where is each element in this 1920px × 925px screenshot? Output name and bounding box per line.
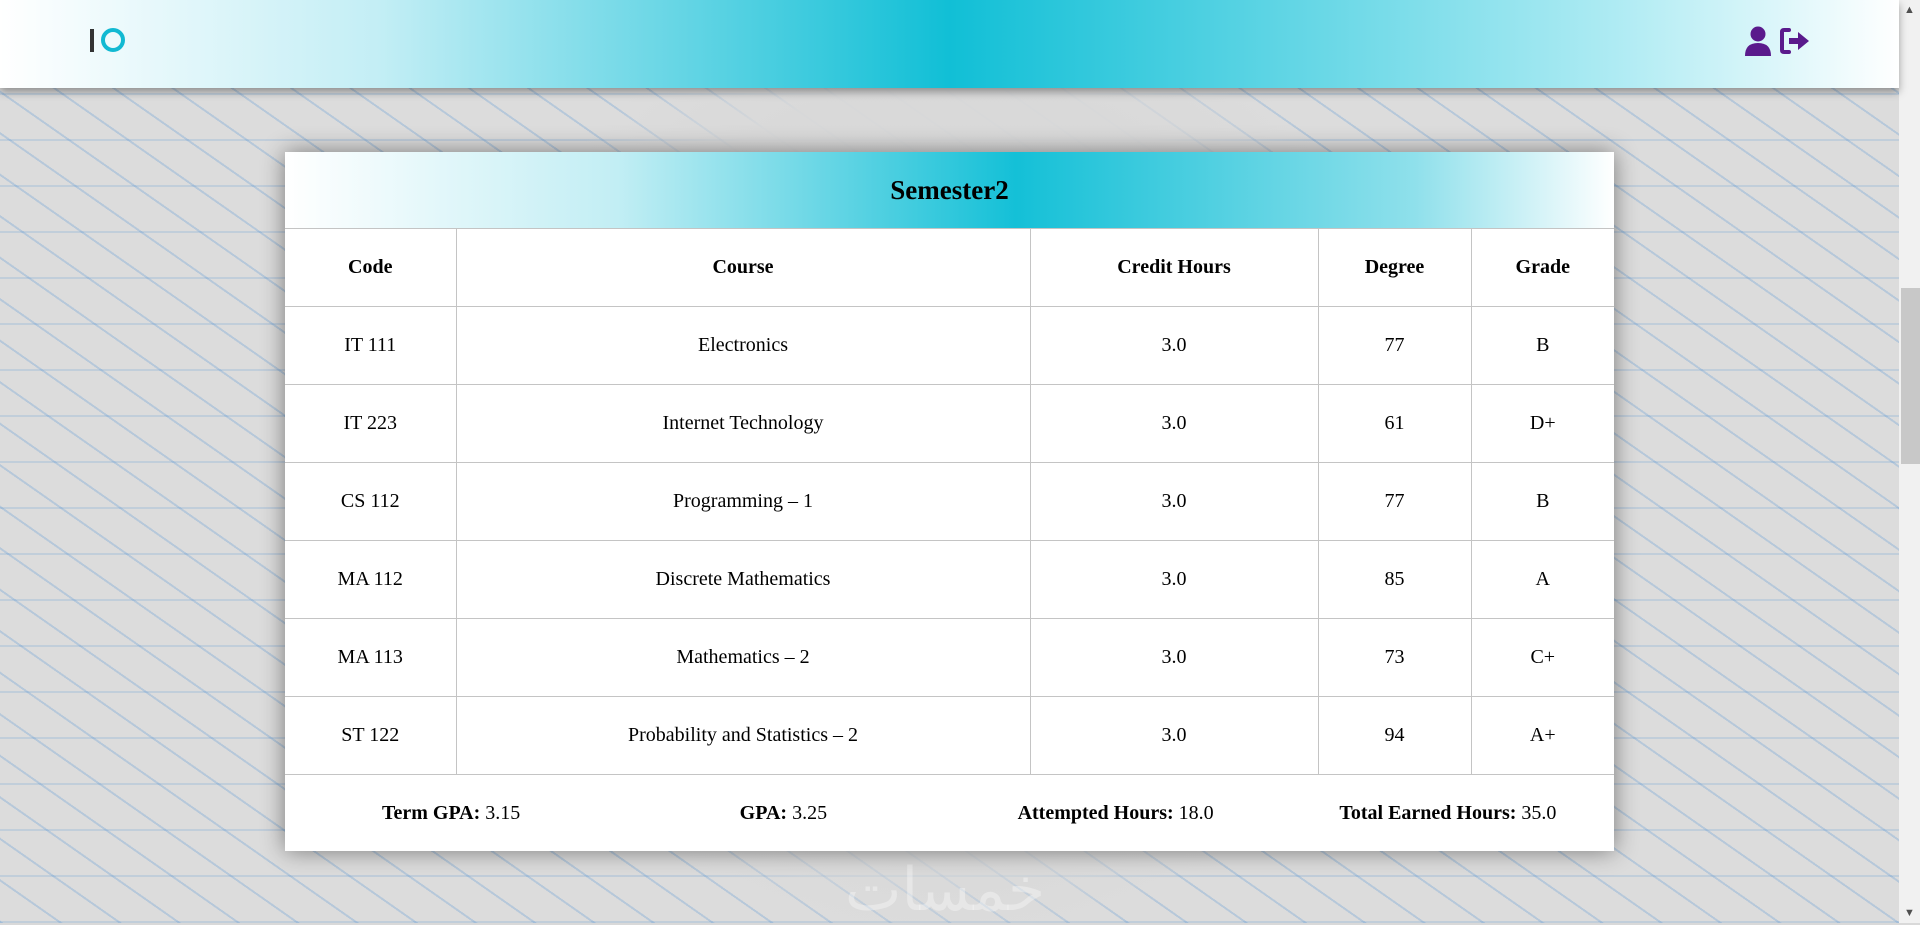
user-icon[interactable]	[1745, 26, 1771, 56]
cell-degree: 77	[1317, 306, 1472, 385]
cell-credit-hours: 3.0	[1029, 696, 1319, 775]
semester-card: Semester2 Code Course Credit Hours Degre…	[285, 152, 1614, 851]
gpa-summary: Term GPA: 3.15 GPA: 3.25 Attempted Hours…	[285, 775, 1614, 851]
cell-course: Discrete Mathematics	[455, 540, 1031, 619]
cell-code: MA 113	[285, 618, 457, 697]
attempted-hours: Attempted Hours: 18.0	[1017, 801, 1214, 824]
sign-out-icon[interactable]	[1779, 27, 1811, 55]
cell-course: Electronics	[455, 306, 1031, 385]
cell-code: CS 112	[285, 462, 457, 541]
cell-grade: D+	[1470, 384, 1614, 463]
cell-degree: 61	[1317, 384, 1472, 463]
cell-course: Programming – 1	[455, 462, 1031, 541]
cell-credit-hours: 3.0	[1029, 618, 1319, 697]
cell-course: Probability and Statistics – 2	[455, 696, 1031, 775]
column-header-code: Code	[285, 228, 457, 307]
cell-code: MA 112	[285, 540, 457, 619]
table-row: IT 223 Internet Technology 3.0 61 D+	[285, 384, 1614, 463]
cell-credit-hours: 3.0	[1029, 462, 1319, 541]
cell-grade: C+	[1470, 618, 1614, 697]
table-row: MA 112 Discrete Mathematics 3.0 85 A	[285, 540, 1614, 619]
cell-credit-hours: 3.0	[1029, 540, 1319, 619]
watermark: خمسات	[845, 855, 1046, 925]
cell-credit-hours: 3.0	[1029, 384, 1319, 463]
term-gpa: Term GPA: 3.15	[381, 801, 521, 824]
column-header-grade: Grade	[1470, 228, 1614, 307]
cell-code: ST 122	[285, 696, 457, 775]
cell-code: IT 223	[285, 384, 457, 463]
cell-degree: 77	[1317, 462, 1472, 541]
cell-grade: B	[1470, 462, 1614, 541]
column-header-course: Course	[455, 228, 1031, 307]
cell-credit-hours: 3.0	[1029, 306, 1319, 385]
scrollbar-thumb[interactable]	[1901, 288, 1920, 464]
semester-title: Semester2	[285, 152, 1614, 228]
table-row: CS 112 Programming – 1 3.0 77 B	[285, 462, 1614, 541]
cell-grade: A+	[1470, 696, 1614, 775]
cell-degree: 94	[1317, 696, 1472, 775]
cell-degree: 85	[1317, 540, 1472, 619]
logo[interactable]	[90, 28, 125, 52]
cell-grade: A	[1470, 540, 1614, 619]
top-header	[0, 0, 1899, 88]
cell-course: Mathematics – 2	[455, 618, 1031, 697]
cell-code: IT 111	[285, 306, 457, 385]
page-scrollbar[interactable]: ▲ ▼	[1899, 0, 1920, 923]
cell-degree: 73	[1317, 618, 1472, 697]
column-header-credit-hours: Credit Hours	[1029, 228, 1319, 307]
total-earned-hours: Total Earned Hours: 35.0	[1339, 801, 1557, 824]
table-row: IT 111 Electronics 3.0 77 B	[285, 306, 1614, 385]
table-row: MA 113 Mathematics – 2 3.0 73 C+	[285, 618, 1614, 697]
gpa: GPA: 3.25	[739, 801, 828, 824]
table-row: ST 122 Probability and Statistics – 2 3.0 9…	[285, 696, 1614, 775]
scroll-up-icon[interactable]: ▲	[1904, 4, 1915, 16]
grades-table: Code Course Credit Hours Degree Grade IT…	[285, 228, 1614, 775]
column-header-degree: Degree	[1317, 228, 1472, 307]
cell-course: Internet Technology	[455, 384, 1031, 463]
cell-grade: B	[1470, 306, 1614, 385]
scroll-down-icon[interactable]: ▼	[1904, 907, 1915, 919]
